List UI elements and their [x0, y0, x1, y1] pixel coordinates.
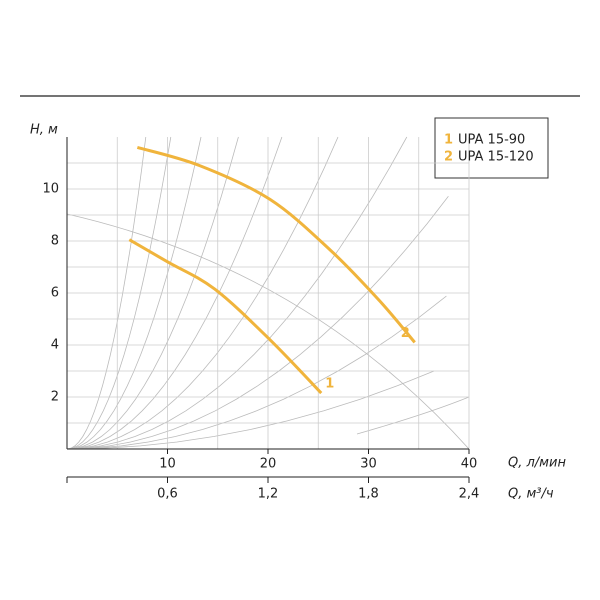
- x2-tick-label: 2,4: [459, 487, 480, 502]
- x-tick-label: 20: [260, 457, 277, 472]
- x-tick-label: 10: [159, 457, 176, 472]
- pump-curve: [128, 238, 323, 395]
- x-tick-label: 40: [461, 457, 478, 472]
- legend-marker: 1: [444, 133, 453, 148]
- y-tick-label: 10: [42, 182, 59, 197]
- y-tick-label: 2: [51, 390, 59, 405]
- pump-limit: [66, 213, 470, 450]
- system-curve: [66, 295, 447, 450]
- system-curve: [66, 196, 449, 450]
- curve-label: 1: [325, 377, 334, 392]
- legend-marker: 2: [444, 150, 453, 165]
- y-axis-label: H, м: [30, 123, 58, 138]
- x2-tick-label: 1,8: [358, 487, 379, 502]
- x-tick-label: 30: [360, 457, 377, 472]
- y-tick-label: 4: [51, 338, 59, 353]
- system-curve: [66, 370, 435, 450]
- legend-label: UPA 15-120: [458, 150, 534, 165]
- y-tick-label: 6: [51, 286, 59, 301]
- y-tick-label: 8: [51, 234, 59, 249]
- pump-curve: [136, 145, 416, 344]
- x-axis-label: Q, л/мин: [508, 456, 566, 471]
- legend-label: UPA 15-90: [458, 133, 525, 148]
- pump-limit: [356, 396, 470, 435]
- x2-tick-label: 1,2: [258, 487, 279, 502]
- x2-tick-label: 0,6: [157, 487, 178, 502]
- x2-axis-label: Q, м³/ч: [508, 487, 554, 502]
- legend-box: [434, 117, 549, 179]
- curve-label: 2: [401, 326, 410, 341]
